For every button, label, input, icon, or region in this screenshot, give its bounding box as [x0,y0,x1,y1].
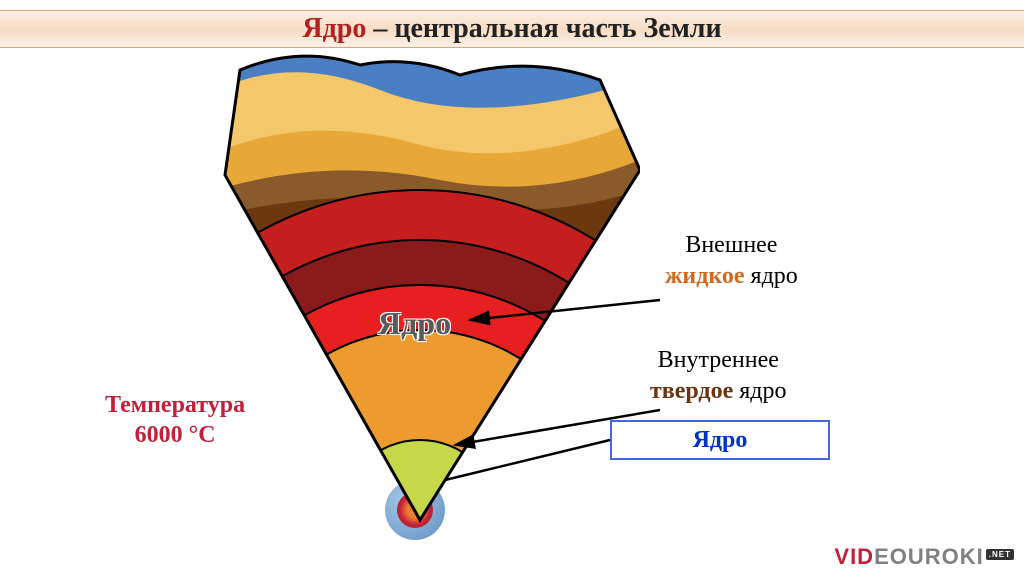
temperature-word: Температура [105,392,245,418]
temperature-label: Температура 6000 °C [105,390,245,450]
outer-core-accent: жидкое [665,263,745,289]
crust-group [200,50,640,530]
watermark-gray: EOUROKI [874,544,984,569]
title-separator: – [366,13,394,44]
core-box-label: Ядро [610,420,830,460]
title-accent: Ядро [302,13,366,44]
inner-core-rest: ядро [733,378,786,404]
inner-core-line1: Внутреннее [658,347,779,373]
diagram-svg [200,50,640,530]
outer-core-callout: Внешнее жидкое ядро [665,230,798,292]
watermark-red: VID [834,544,874,569]
outer-core-rest: ядро [745,263,798,289]
core-center-label: Ядро [378,305,451,342]
watermark: VIDEOUROKI.NET [834,544,1014,570]
page-title: Ядро – центральная часть Земли [302,13,721,45]
title-bar: Ядро – центральная часть Земли [0,10,1024,48]
inner-core-accent: твердое [650,378,733,404]
earth-cross-section-diagram [200,50,640,530]
inner-core-callout: Внутреннее твердое ядро [650,345,786,407]
title-rest: центральная часть Земли [394,13,721,44]
watermark-suffix: .NET [986,549,1014,560]
temperature-value: 6000 °C [135,422,216,448]
inner-core-arc [340,440,500,530]
outer-core-line1: Внешнее [685,232,777,258]
